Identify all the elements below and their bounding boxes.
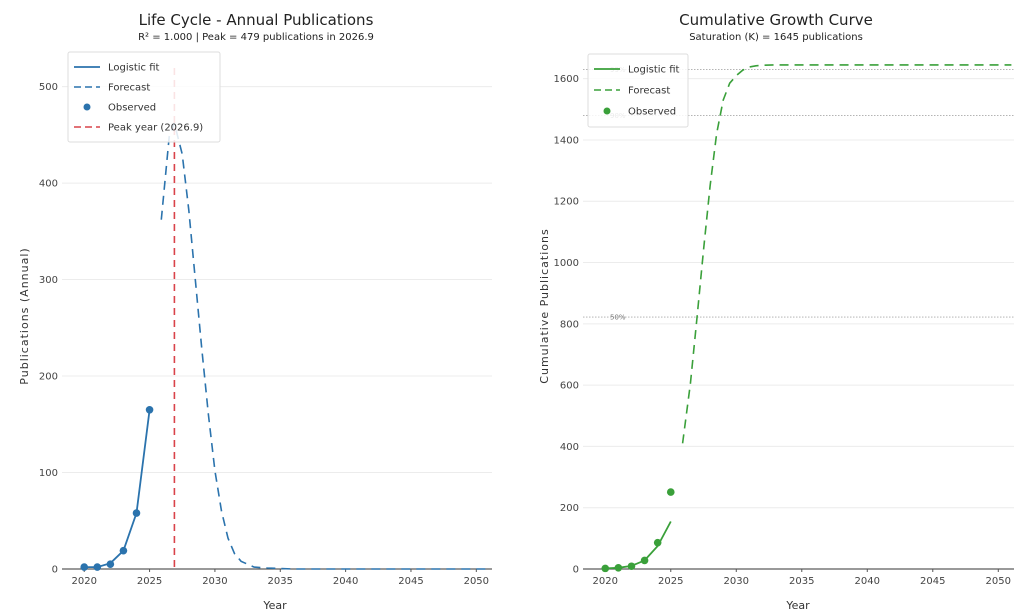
legend-label: Observed [628, 107, 676, 118]
x-axis-label: Year [785, 599, 810, 612]
legend-label: Forecast [108, 83, 150, 94]
legend-label: Logistic fit [628, 65, 680, 76]
y-axis-label: Cumulative Publications [538, 228, 551, 383]
chart-subtitle: R² = 1.000 | Peak = 479 publications in … [138, 32, 374, 43]
x-tick-label: 2025 [137, 576, 162, 587]
observed-point [132, 509, 141, 517]
y-tick-label: 800 [560, 319, 579, 330]
x-tick-label: 2035 [268, 576, 293, 587]
data-marks [601, 64, 1012, 573]
y-tick-label: 0 [52, 565, 58, 576]
y-axis-label: Publications (Annual) [18, 247, 31, 384]
x-tick-label: 2040 [333, 576, 358, 587]
observed-point [640, 556, 649, 565]
x-tick-label: 2020 [593, 576, 618, 587]
legend-box [67, 51, 221, 143]
chart-subtitle: Saturation (K) = 1645 publications [689, 32, 863, 43]
y-tick-label: 1200 [554, 197, 579, 208]
legend-label: Observed [108, 103, 156, 114]
observed-point [119, 546, 128, 555]
observed-point [601, 564, 610, 573]
observed-point [666, 488, 675, 496]
x-axis-label: Year [262, 599, 287, 612]
legend-swatch-marker [603, 107, 611, 115]
observed-point [93, 563, 102, 571]
legend-box [587, 53, 689, 128]
y-tick-label: 1600 [554, 74, 579, 85]
y-tick-label: 1400 [554, 135, 579, 146]
x-tick-label: 2020 [71, 576, 96, 587]
x-tick-label: 2030 [724, 576, 749, 587]
axes: 0 100 200 300 400 500 2020 2025 2030 2035 2040 2045… [39, 82, 492, 587]
x-tick-label: 2050 [464, 576, 489, 587]
observed-point [627, 562, 636, 571]
legend-label: Peak year (2026.9) [108, 123, 203, 134]
legend-label: Logistic fit [108, 63, 160, 74]
legend-label: Forecast [628, 86, 670, 97]
chart-title: Cumulative Growth Curve [679, 11, 873, 29]
y-tick-label: 1000 [554, 258, 579, 269]
fit-line [605, 521, 672, 570]
y-tick-label: 500 [39, 82, 58, 93]
observed-point [614, 563, 623, 572]
forecast-line [681, 64, 1012, 444]
annual-publications-chart: Life Cycle - Annual Publications R² = 1.… [18, 11, 492, 612]
x-tick-label: 2030 [202, 576, 227, 587]
x-tick-label: 2040 [855, 576, 880, 587]
forecast-line [160, 120, 490, 570]
legend-swatch-marker [83, 103, 91, 111]
fit-line [84, 409, 151, 568]
observed-point [80, 563, 89, 571]
y-tick-label: 100 [39, 468, 58, 479]
y-tick-label: 200 [39, 372, 58, 383]
grid-lines [62, 86, 492, 474]
observed-point [145, 406, 154, 414]
data-marks [80, 68, 490, 571]
y-tick-label: 400 [39, 179, 58, 190]
x-tick-label: 2025 [658, 576, 683, 587]
observed-point [653, 538, 662, 547]
y-tick-label: 200 [560, 503, 579, 514]
axes: 0 200 400 600 800 1000 1200 1400 1600 2020 2025 203… [554, 74, 1014, 587]
cumulative-growth-chart: Cumulative Growth Curve Saturation (K) =… [538, 11, 1014, 612]
y-tick-label: 0 [573, 565, 579, 576]
legend: Logistic fit Forecast Observed Peak year (2… [67, 51, 221, 143]
grid-lines [583, 78, 1014, 509]
x-tick-label: 2035 [789, 576, 814, 587]
reference-label: 50% [610, 314, 626, 322]
chart-title: Life Cycle - Annual Publications [139, 11, 374, 29]
x-tick-label: 2050 [986, 576, 1011, 587]
legend: Logistic fit Forecast Observed [587, 53, 689, 128]
x-tick-label: 2045 [920, 576, 945, 587]
y-tick-label: 300 [39, 275, 58, 286]
x-tick-label: 2045 [398, 576, 423, 587]
y-tick-label: 600 [560, 381, 579, 392]
observed-point [106, 560, 115, 568]
y-tick-label: 400 [560, 442, 579, 453]
